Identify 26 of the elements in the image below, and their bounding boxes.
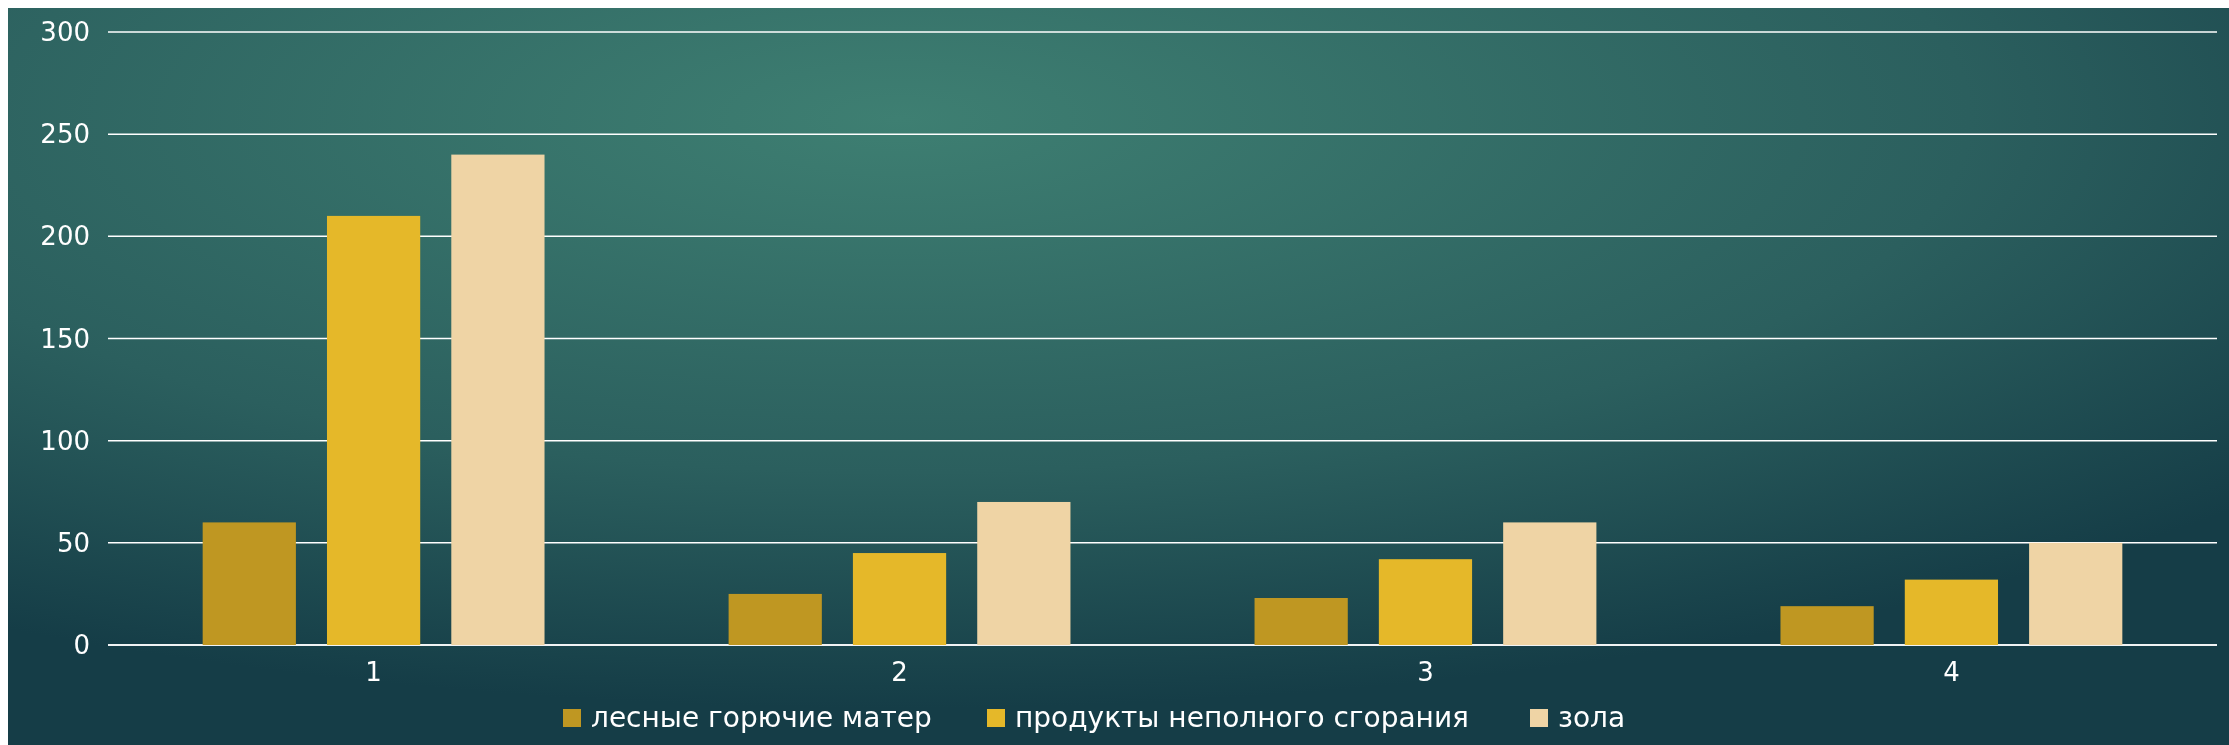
y-tick-label: 200 bbox=[40, 221, 90, 252]
bar bbox=[1254, 598, 1348, 645]
bar bbox=[202, 522, 296, 645]
y-tick-label: 150 bbox=[40, 323, 90, 354]
y-tick-label: 50 bbox=[56, 527, 90, 558]
bar bbox=[1904, 579, 1999, 645]
legend-label: продукты неполного сгорания bbox=[1015, 701, 1469, 734]
bar bbox=[728, 593, 822, 645]
y-tick-label: 100 bbox=[40, 425, 90, 456]
bar bbox=[1780, 606, 1874, 645]
x-tick-label: 3 bbox=[1417, 657, 1434, 687]
bar bbox=[1503, 522, 1597, 645]
y-tick-label: 0 bbox=[73, 630, 90, 661]
x-tick-label: 2 bbox=[891, 657, 908, 687]
x-tick-label: 4 bbox=[1943, 657, 1960, 687]
legend-label: лесные горючие матер bbox=[591, 701, 932, 734]
x-tick-label: 1 bbox=[365, 657, 382, 687]
y-tick-label: 300 bbox=[40, 17, 90, 48]
bar bbox=[977, 501, 1071, 645]
y-tick-label: 250 bbox=[40, 119, 90, 150]
bar bbox=[2029, 542, 2123, 645]
bar bbox=[451, 154, 545, 645]
legend-label: зола bbox=[1558, 701, 1626, 734]
bar bbox=[326, 215, 421, 645]
bar bbox=[852, 553, 947, 645]
bar bbox=[1378, 559, 1473, 645]
